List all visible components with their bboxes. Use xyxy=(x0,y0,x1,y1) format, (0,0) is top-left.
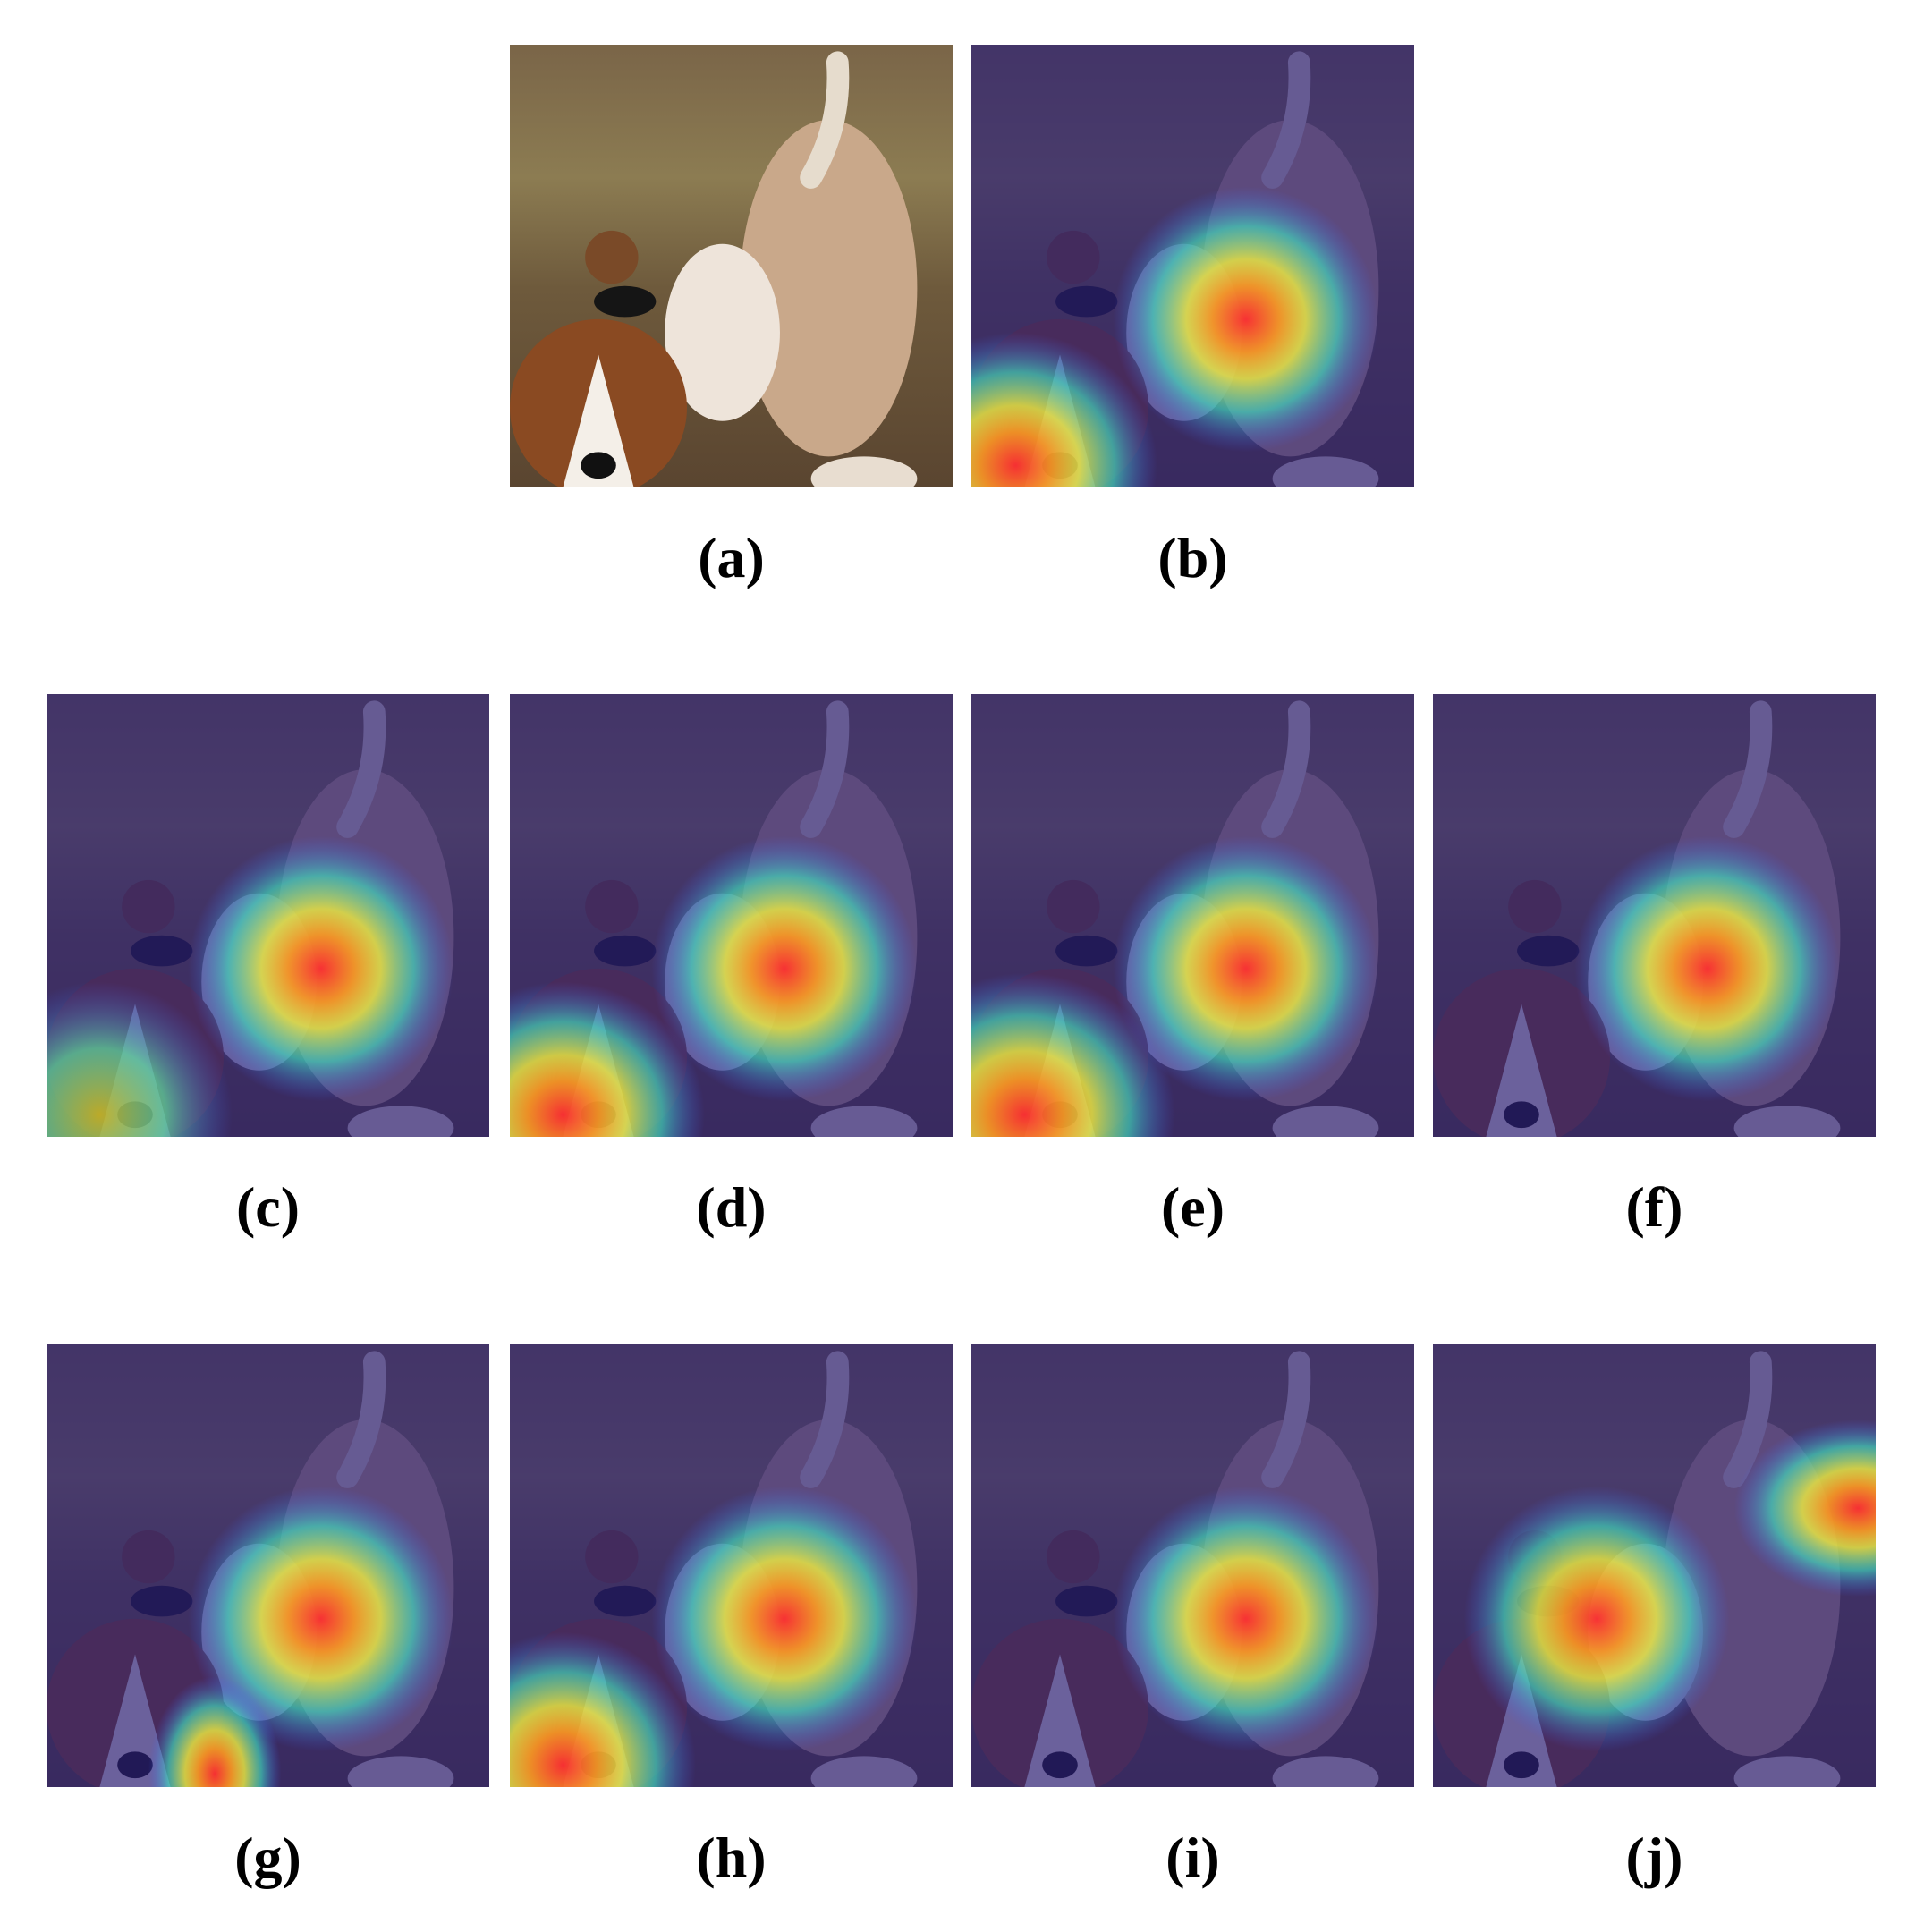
heatmap-blob xyxy=(1113,186,1379,453)
heatmap-blob xyxy=(651,835,918,1102)
dog-ear xyxy=(585,230,639,284)
panel-image xyxy=(971,45,1414,487)
dog-paw xyxy=(810,456,918,487)
panel-label: (f) xyxy=(1626,1175,1683,1239)
heatmap-blob xyxy=(971,972,1175,1137)
panel-label: (c) xyxy=(236,1175,300,1239)
panel xyxy=(510,45,953,487)
panel-label: (a) xyxy=(698,526,765,589)
dog-blaze xyxy=(563,354,634,487)
heatmap-blob xyxy=(651,1486,918,1752)
panel xyxy=(47,1344,489,1787)
panel-image xyxy=(47,1344,489,1787)
panel xyxy=(1433,694,1876,1137)
panel-image xyxy=(971,1344,1414,1787)
dog-tail xyxy=(800,51,850,189)
panel-label: (b) xyxy=(1157,526,1227,589)
dog-nose xyxy=(581,452,616,479)
heatmap-blob xyxy=(47,981,233,1137)
panel-label: (h) xyxy=(696,1826,766,1889)
panel-image xyxy=(1433,1344,1876,1787)
heatmap-blob xyxy=(510,1631,696,1787)
heatmap-blob xyxy=(1113,1486,1379,1752)
heatmap-blob xyxy=(1113,835,1379,1102)
heatmap-blob xyxy=(1463,1486,1730,1752)
panel xyxy=(1433,1344,1876,1787)
heatmap-blob xyxy=(1733,1419,1876,1597)
panel xyxy=(47,694,489,1137)
panel-image xyxy=(510,694,953,1137)
heatmap-blob xyxy=(1574,835,1841,1102)
panel-label: (g) xyxy=(234,1826,301,1889)
panel-image xyxy=(1433,694,1876,1137)
panel-image xyxy=(47,694,489,1137)
heatmap-blob xyxy=(148,1676,282,1787)
heatmap-blob xyxy=(188,835,454,1102)
panel xyxy=(510,1344,953,1787)
panel xyxy=(971,1344,1414,1787)
heatmap-blob xyxy=(510,981,705,1137)
panel-label: (i) xyxy=(1165,1826,1219,1889)
panel xyxy=(510,694,953,1137)
panel xyxy=(971,694,1414,1137)
dog-head-white xyxy=(665,243,780,421)
panel-label: (d) xyxy=(696,1175,766,1239)
heatmap-blob xyxy=(188,1486,454,1752)
dog-body xyxy=(740,120,918,457)
panel-label: (e) xyxy=(1161,1175,1225,1239)
panel xyxy=(971,45,1414,487)
heatmap-blob xyxy=(971,332,1157,487)
dog-hat xyxy=(594,285,657,318)
panel-image xyxy=(510,1344,953,1787)
panel-image xyxy=(971,694,1414,1137)
panel-image xyxy=(510,45,953,487)
panel-label: (j) xyxy=(1626,1826,1683,1889)
